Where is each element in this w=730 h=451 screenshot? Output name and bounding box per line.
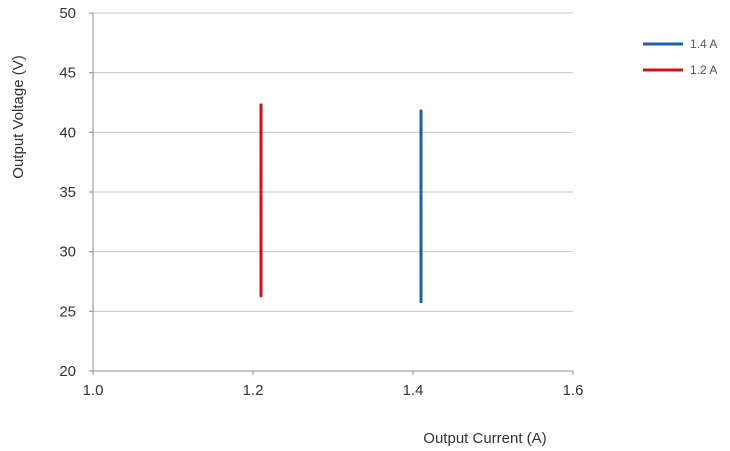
x-tick-labels: 1.0 1.2 1.4 1.6	[83, 382, 584, 399]
x-tick-label: 1.4	[403, 382, 424, 399]
legend-label: 1.2 A	[690, 63, 717, 77]
legend: 1.4 A 1.2 A	[643, 37, 717, 77]
x-tick-label: 1.2	[243, 382, 264, 399]
y-tick-label: 20	[59, 363, 76, 380]
y-tick-labels: 20 25 30 35 40 45 50	[59, 5, 76, 380]
x-tick-label: 1.0	[83, 382, 104, 399]
y-tick-label: 45	[59, 65, 76, 82]
legend-label: 1.4 A	[690, 37, 717, 51]
y-tick-label: 35	[59, 184, 76, 201]
y-axis-title: Output Voltage (V)	[10, 55, 27, 178]
y-tick-label: 40	[59, 124, 76, 141]
x-tick-label: 1.6	[563, 382, 584, 399]
y-tick-label: 25	[59, 303, 76, 320]
x-axis-title: Output Current (A)	[423, 430, 546, 447]
y-tick-label: 50	[59, 5, 76, 22]
axes	[89, 12, 574, 375]
grid-lines	[93, 12, 573, 312]
series-lines	[259, 103, 423, 304]
y-tick-label: 30	[59, 244, 76, 261]
